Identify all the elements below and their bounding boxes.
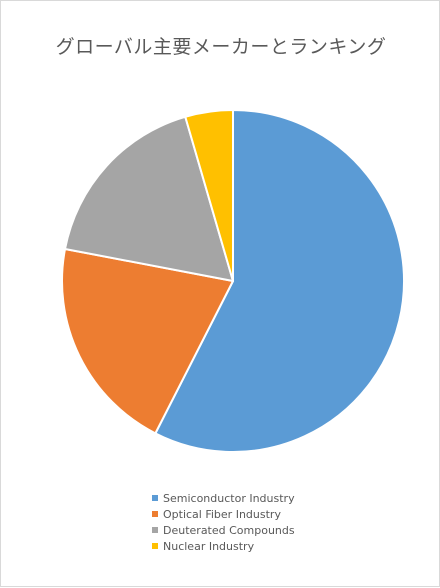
legend-swatch [152,527,158,533]
pie-slice-deuterated-compounds [64,115,234,282]
legend-item: Deuterated Compounds [152,522,295,538]
legend: Semiconductor Industry Optical Fiber Indu… [152,490,295,554]
legend-item: Nuclear Industry [152,538,295,554]
legend-item: Semiconductor Industry [152,490,295,506]
chart-title: グローバル主要メーカーとランキング [55,36,387,58]
legend-label: Nuclear Industry [163,539,255,553]
pie-slice-semiconductor-industry [154,109,405,453]
legend-item: Optical Fiber Industry [152,506,295,522]
legend-label: Semiconductor Industry [163,491,295,505]
pie-slice-nuclear-industry [184,109,234,282]
legend-swatch [152,511,158,517]
pie-slice-optical-fiber-industry [61,247,234,435]
legend-label: Deuterated Compounds [163,523,295,537]
legend-swatch [152,543,158,549]
legend-label: Optical Fiber Industry [163,507,281,521]
legend-swatch [152,495,158,501]
